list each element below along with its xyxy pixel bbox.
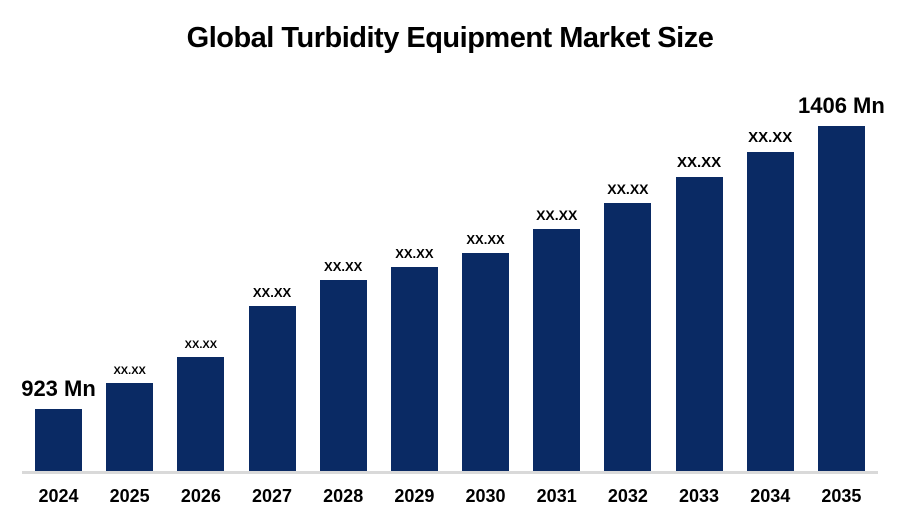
bar-value-label-2029: XX.XX	[395, 245, 434, 261]
bar-value-label-2030: XX.XX	[466, 231, 505, 247]
bar-2026	[177, 357, 225, 471]
bar-column-2033: XX.XX	[675, 153, 723, 471]
bar-2031	[533, 229, 581, 471]
bar-value-label-2031: XX.XX	[536, 206, 578, 223]
year-label-2035: 2035	[821, 486, 862, 506]
bar-value-label-2033: XX.XX	[676, 153, 722, 171]
year-label-2030: 2030	[465, 486, 506, 506]
bars-row: 923 Mn XX.XX XX.XX XX.XX XX.XX XX.XX XX.XX XX.X…	[21, 0, 885, 471]
bar-value-label-2034: XX.XX	[748, 128, 793, 146]
bar-2028	[319, 280, 367, 471]
bar-column-2024: 923 Mn	[21, 376, 96, 471]
bar-value-label-2035: 1406 Mn	[797, 92, 885, 118]
bar-column-2034: XX.XX	[746, 128, 794, 471]
bar-column-2027: XX.XX	[248, 284, 296, 471]
year-label-2024: 2024	[38, 486, 79, 506]
bar-value-label-2026: XX.XX	[184, 338, 218, 351]
bar-value-label-2032: XX.XX	[607, 180, 649, 197]
bar-2030	[462, 253, 510, 471]
bar-2027	[248, 306, 296, 471]
bar-column-2025: XX.XX	[106, 364, 154, 471]
bar-column-2029: XX.XX	[390, 245, 438, 471]
year-label-2034: 2034	[750, 486, 791, 506]
bar-column-2031: XX.XX	[533, 206, 581, 471]
bar-column-2026: XX.XX	[177, 338, 225, 471]
bar-2024	[35, 409, 82, 471]
bar-2033	[675, 177, 723, 471]
year-label-2025: 2025	[109, 486, 150, 506]
x-axis-labels: 2024 2025 2026 2027 2028 2029 2030 2031 2032 2033…	[35, 474, 865, 507]
bar-column-2030: XX.XX	[462, 231, 510, 471]
bar-2035	[817, 126, 865, 471]
year-label-2032: 2032	[607, 486, 648, 506]
chart-title: Global Turbidity Equipment Market Size	[186, 22, 714, 54]
bar-column-2032: XX.XX	[604, 180, 652, 471]
bar-value-label-2028: XX.XX	[324, 258, 363, 274]
bar-value-label-2025: XX.XX	[113, 364, 146, 377]
year-label-2027: 2027	[251, 486, 293, 506]
x-axis-line	[22, 471, 878, 474]
year-label-2031: 2031	[536, 486, 577, 506]
bar-column-2028: XX.XX	[319, 258, 367, 471]
year-label-2028: 2028	[323, 486, 364, 506]
bar-2025	[106, 383, 154, 471]
year-label-2026: 2026	[180, 486, 221, 506]
year-label-2033: 2033	[679, 486, 720, 506]
year-label-2029: 2029	[394, 486, 435, 506]
bar-2034	[746, 152, 794, 471]
bar-value-label-2024: 923 Mn	[21, 375, 96, 401]
bar-column-2035: 1406 Mn	[798, 93, 885, 471]
bar-value-label-2027: XX.XX	[252, 284, 292, 300]
bar-2032	[604, 203, 652, 471]
bar-2029	[390, 267, 438, 471]
